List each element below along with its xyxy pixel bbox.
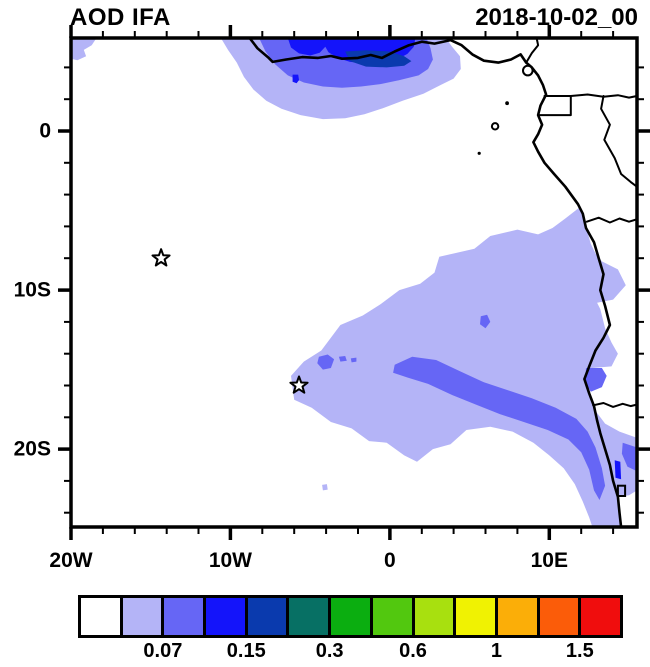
map-frame — [69, 36, 639, 529]
aod-region-coastal-blue-fleck — [614, 460, 622, 480]
colorbar-cell-12 — [581, 598, 620, 635]
aod-region-guinea-plume-fleck — [292, 74, 299, 84]
star-marker — [151, 248, 171, 267]
border-nigeria-cameroon — [525, 37, 540, 64]
aod-region-west-patch-a — [317, 354, 335, 370]
aod-region-west-patch-c — [350, 357, 357, 363]
plot-timestamp: 2018-10-02_00 — [475, 4, 638, 31]
colorbar-cell-7 — [372, 598, 412, 635]
x-axis-label: 10E — [530, 549, 568, 572]
colorbar-cell-2 — [164, 598, 204, 635]
plot-title: AOD IFA — [70, 4, 171, 31]
y-axis-label: 0 — [39, 119, 51, 143]
coast-box — [616, 484, 627, 498]
colorbar-tick-label: 0.15 — [226, 640, 266, 662]
island-sao-tome — [490, 122, 500, 131]
colorbar-cell-6 — [331, 598, 370, 635]
colorbar-cell-5 — [289, 598, 329, 635]
colorbar-tick-label: 1 — [490, 640, 502, 662]
colorbar-cell-1 — [122, 598, 162, 635]
aod-region-southeast-edge-patch — [621, 442, 637, 472]
aod-region-south-band — [393, 356, 606, 500]
aod-region-south-atlantic-outer — [291, 207, 637, 527]
coastline — [248, 36, 623, 529]
colorbar-tick-label: 0.3 — [315, 640, 344, 662]
aod-region-south-speck — [322, 484, 328, 491]
colorbar-cell-10 — [497, 598, 537, 635]
star-marker — [289, 375, 309, 394]
aod-region-west-patch-b — [338, 356, 347, 362]
island-annobon — [477, 151, 481, 155]
border-cameroon-south — [569, 93, 638, 99]
colorbar-tick-label: 0.6 — [399, 640, 427, 662]
colorbar-cell-8 — [414, 598, 454, 635]
colorbar — [78, 595, 623, 638]
colorbar-cell-4 — [247, 598, 287, 635]
map-plot — [58, 25, 650, 540]
aod-region-mid-patch — [480, 314, 491, 329]
border-equatorial-guinea — [537, 95, 572, 117]
colorbar-cell-0 — [81, 598, 120, 635]
colorbar-cell-3 — [206, 598, 245, 635]
border-gabon-congo — [600, 95, 638, 188]
aod-region-guinea-plume-max — [345, 50, 412, 68]
island-bioko — [522, 64, 534, 77]
colorbar-tick-label: 0.07 — [143, 640, 183, 662]
map-canvas — [58, 25, 650, 540]
aod-region-namibe-coastal-patch — [585, 368, 607, 392]
y-axis-label: 20S — [13, 437, 51, 461]
island-principe — [505, 101, 509, 106]
aod-region-northwest-corner-patch — [71, 38, 97, 61]
border-angola-namibia — [592, 402, 638, 408]
x-axis-label: 0 — [384, 549, 396, 572]
x-axis-label: 10W — [208, 549, 253, 572]
x-axis-label: 20W — [49, 549, 93, 572]
border-congo-angola — [585, 216, 638, 224]
colorbar-cell-9 — [456, 598, 495, 635]
y-axis-label: 10S — [13, 278, 51, 302]
colorbar-cell-11 — [539, 598, 579, 635]
colorbar-tick-label: 1.5 — [565, 640, 594, 662]
